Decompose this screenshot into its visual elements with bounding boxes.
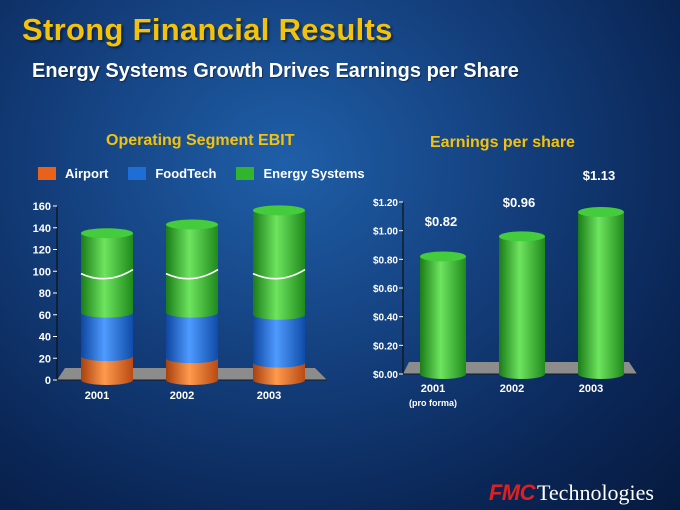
eps-x-note-2001: (pro forma) xyxy=(409,398,457,408)
ebit-bar-2002-foodtech xyxy=(166,312,219,364)
legend-item-airport: Airport xyxy=(38,166,108,181)
eps-y-tick-label: $0.20 xyxy=(373,341,398,352)
eps-y-tick-label: $0.80 xyxy=(373,255,398,266)
ebit-x-label-2003: 2003 xyxy=(257,390,281,402)
eps-x-label-2003: 2003 xyxy=(579,383,603,395)
ebit-axis-break xyxy=(252,268,306,280)
ebit-x-label-2001: 2001 xyxy=(85,390,109,402)
ebit-y-tick-label: 20 xyxy=(39,353,51,365)
ebit-axis-break xyxy=(165,268,219,280)
ebit-bar-2001-energy-systems xyxy=(81,233,133,318)
ebit-y-tick-label: 160 xyxy=(33,201,51,213)
legend-item-foodtech: FoodTech xyxy=(128,166,216,181)
eps-y-tick-label: $1.00 xyxy=(373,227,398,238)
ebit-bar-2001-foodtech xyxy=(81,312,133,362)
legend-label-airport: Airport xyxy=(65,166,109,181)
ebit-y-tick-label: 60 xyxy=(39,310,51,322)
ebit-bar-2002-airport xyxy=(166,358,218,385)
eps-data-label-2001: $0.82 xyxy=(425,214,458,229)
eps-bar-2001-top xyxy=(420,251,466,262)
eps-y-tick-label: $0.40 xyxy=(373,313,398,324)
ebit-legend: Airport FoodTech Energy Systems xyxy=(38,166,385,181)
legend-swatch-foodtech xyxy=(128,167,147,180)
eps-bar-2003-top xyxy=(578,207,624,218)
ebit-axis-break xyxy=(80,268,134,280)
legend-label-energy: Energy Systems xyxy=(263,166,365,181)
eps-y-tick-label: $0.00 xyxy=(373,370,398,381)
legend-swatch-energy xyxy=(236,167,255,180)
ebit-bar-2001-energy-systems-top xyxy=(81,228,133,239)
logo-brand: FMC xyxy=(488,480,536,505)
ebit-bar-2003-foodtech xyxy=(253,314,305,368)
ebit-y-tick-label: 40 xyxy=(39,332,51,344)
ebit-bar-2002-energy-systems-top xyxy=(166,219,218,230)
ebit-y-tick-label: 140 xyxy=(33,223,51,235)
ebit-bar-2003-energy-systems-top xyxy=(253,205,305,216)
legend-label-foodtech: FoodTech xyxy=(155,166,217,181)
legend-swatch-airport xyxy=(38,167,56,180)
eps-data-label-2003: $1.13 xyxy=(583,168,616,183)
slide-title: Strong Financial Results xyxy=(22,12,393,47)
ebit-floor xyxy=(57,368,327,380)
ebit-x-label-2002: 2002 xyxy=(170,390,194,402)
eps-y-tick-label: $0.60 xyxy=(373,284,398,295)
eps-chart-title: Earnings per share xyxy=(430,134,575,151)
ebit-y-tick-label: 80 xyxy=(39,288,51,300)
fmc-technologies-logo: FMC Technologies xyxy=(489,480,654,506)
eps-bar-2001 xyxy=(420,256,466,379)
eps-bar-2003 xyxy=(578,212,624,379)
eps-floor xyxy=(403,362,637,374)
eps-x-label-2002: 2002 xyxy=(500,383,524,395)
eps-bar-2002 xyxy=(499,236,545,379)
eps-data-label-2002: $0.96 xyxy=(503,195,536,210)
ebit-y-tick-label: 120 xyxy=(33,245,51,257)
eps-x-label-2001: 2001 xyxy=(421,383,445,395)
ebit-y-tick-label: 100 xyxy=(33,266,51,278)
logo-text: Technologies xyxy=(537,480,654,505)
eps-y-tick-label: $1.20 xyxy=(373,198,398,209)
ebit-bar-2003-airport xyxy=(253,362,305,385)
slide-subtitle: Energy Systems Growth Drives Earnings pe… xyxy=(32,60,519,82)
eps-bar-2002-top xyxy=(499,231,545,242)
ebit-bar-2001-airport xyxy=(81,356,133,385)
ebit-bar-2002-energy-systems xyxy=(166,224,219,318)
ebit-bar-2003-energy-systems xyxy=(253,210,305,320)
legend-item-energy: Energy Systems xyxy=(236,166,365,181)
ebit-chart-title: Operating Segment EBIT xyxy=(106,132,295,149)
ebit-y-tick-label: 0 xyxy=(45,375,51,387)
